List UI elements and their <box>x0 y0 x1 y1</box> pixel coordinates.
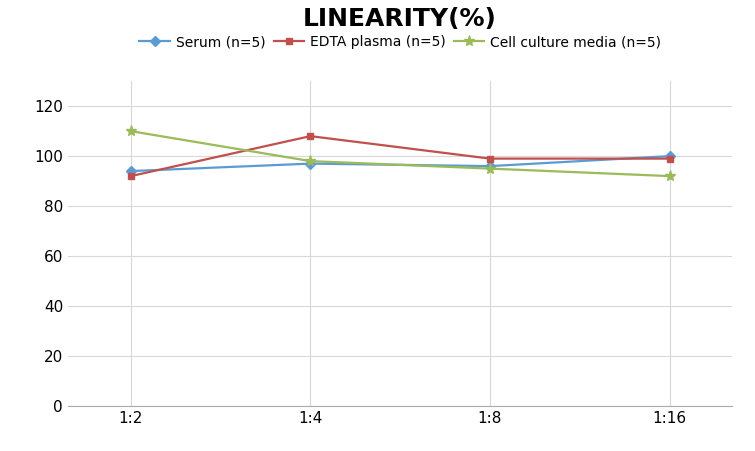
EDTA plasma (n=5) <box>665 156 674 161</box>
Legend: Serum (n=5), EDTA plasma (n=5), Cell culture media (n=5): Serum (n=5), EDTA plasma (n=5), Cell cul… <box>134 30 667 55</box>
EDTA plasma (n=5) <box>485 156 495 161</box>
Cell culture media (n=5) <box>126 129 135 134</box>
Cell culture media (n=5) <box>665 173 674 179</box>
Serum (n=5) <box>306 161 315 166</box>
Line: EDTA plasma (n=5): EDTA plasma (n=5) <box>128 133 673 179</box>
Serum (n=5) <box>485 163 495 169</box>
Serum (n=5) <box>665 153 674 159</box>
Cell culture media (n=5) <box>306 158 315 164</box>
Serum (n=5) <box>126 168 135 174</box>
Title: LINEARITY(%): LINEARITY(%) <box>304 7 497 31</box>
Line: Serum (n=5): Serum (n=5) <box>128 152 673 175</box>
EDTA plasma (n=5) <box>306 133 315 139</box>
Line: Cell culture media (n=5): Cell culture media (n=5) <box>125 125 675 182</box>
EDTA plasma (n=5) <box>126 173 135 179</box>
Cell culture media (n=5) <box>485 166 495 171</box>
